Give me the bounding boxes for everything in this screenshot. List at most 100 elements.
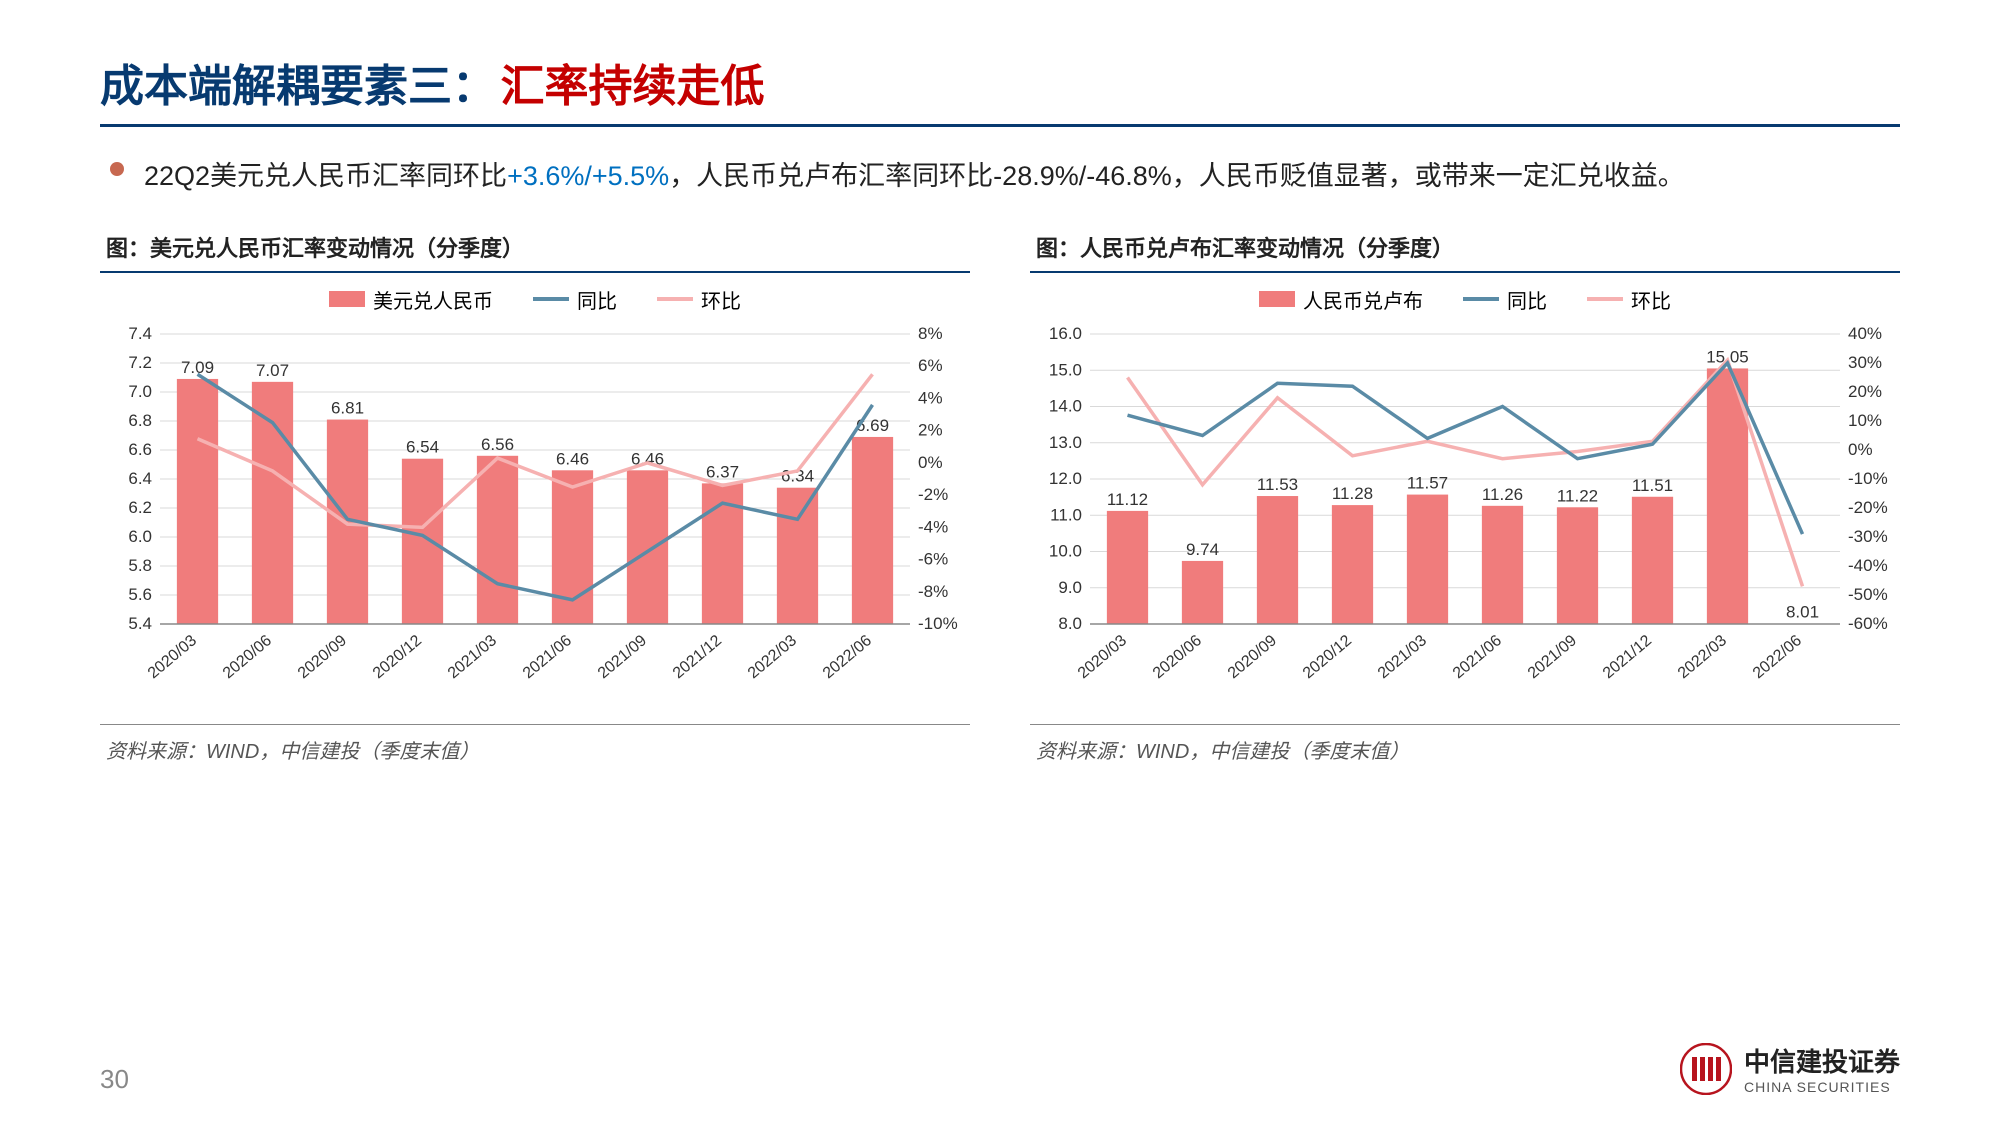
svg-text:11.12: 11.12 [1107,489,1148,508]
svg-text:2021/03: 2021/03 [445,632,500,682]
svg-text:7.0: 7.0 [128,382,152,401]
title-highlight: 汇率持续走低 [500,62,764,111]
svg-text:8.0: 8.0 [1058,614,1082,633]
charts-row: 图：美元兑人民币汇率变动情况（分季度） 美元兑人民币 同比 环比 5.4 5.6 5… [100,231,1900,764]
legend-line2-swatch [657,297,693,301]
svg-text:7.09: 7.09 [181,358,214,377]
chart-panel-left: 图：美元兑人民币汇率变动情况（分季度） 美元兑人民币 同比 环比 5.4 5.6 5… [100,231,970,764]
svg-text:4%: 4% [918,388,943,407]
svg-text:9.74: 9.74 [1186,540,1219,559]
brand-logo: 中信建投证券 CHINA SECURITIES [1680,1042,1900,1095]
svg-text:-10%: -10% [1848,469,1888,488]
svg-text:-2%: -2% [918,485,948,504]
svg-text:2021/09: 2021/09 [1525,632,1580,682]
legend-line1: 同比 [533,285,617,314]
svg-text:-50%: -50% [1848,585,1888,604]
svg-text:6%: 6% [918,356,943,375]
svg-text:6.8: 6.8 [128,411,152,430]
chart-left-svg: 5.45.65.86.06.26.46.66.87.07.27.4-10%-8%… [100,324,970,704]
legend-bar-swatch [1259,291,1295,307]
legend-line1-label: 同比 [1507,285,1547,314]
svg-text:6.37: 6.37 [706,462,739,481]
svg-text:2%: 2% [918,420,943,439]
svg-text:2020/12: 2020/12 [370,632,425,682]
legend-line1-label: 同比 [577,285,617,314]
svg-text:2020/06: 2020/06 [1150,632,1205,682]
svg-text:-10%: -10% [918,614,958,633]
svg-text:6.6: 6.6 [128,440,152,459]
legend-bar: 人民币兑卢布 [1259,285,1423,314]
svg-text:5.8: 5.8 [128,556,152,575]
svg-text:2021/03: 2021/03 [1375,632,1430,682]
svg-text:-60%: -60% [1848,614,1888,633]
brand-name-cn: 中信建投证券 [1744,1042,1900,1079]
legend-bar-swatch [329,291,365,307]
svg-text:2021/06: 2021/06 [1450,632,1505,682]
bullet-part-a: 22Q2美元兑人民币汇率同环比 [144,161,507,191]
svg-text:12.0: 12.0 [1049,469,1082,488]
page-number: 30 [100,1064,129,1095]
svg-text:14.0: 14.0 [1049,396,1082,415]
svg-text:30%: 30% [1848,353,1882,372]
svg-text:6.46: 6.46 [556,449,589,468]
svg-text:11.28: 11.28 [1332,484,1373,503]
svg-text:7.07: 7.07 [256,360,289,379]
svg-text:8.01: 8.01 [1786,602,1819,621]
legend-line1-swatch [533,297,569,301]
footer: 30 中信建投证券 CHINA SECURITIES [100,1042,1900,1095]
chart-right-source: 资料来源：WIND，中信建投（季度末值） [1030,724,1900,764]
svg-text:-40%: -40% [1848,556,1888,575]
chart-left-title: 图：美元兑人民币汇率变动情况（分季度） [100,231,970,263]
svg-text:2020/03: 2020/03 [145,632,200,682]
svg-text:11.26: 11.26 [1482,484,1523,503]
svg-text:15.0: 15.0 [1049,360,1082,379]
legend-line2-label: 环比 [701,285,741,314]
legend-line1-swatch [1463,297,1499,301]
bullet-item: 22Q2美元兑人民币汇率同环比+3.6%/+5.5%，人民币兑卢布汇率同环比-2… [110,152,1900,201]
svg-text:10%: 10% [1848,411,1882,430]
title-underline [100,124,1900,127]
svg-text:-20%: -20% [1848,498,1888,517]
svg-text:-8%: -8% [918,581,948,600]
svg-text:5.4: 5.4 [128,614,152,633]
svg-text:2020/12: 2020/12 [1300,632,1355,682]
chart-right-svg: 8.09.010.011.012.013.014.015.016.0-60%-5… [1030,324,1900,704]
chart-right-legend: 人民币兑卢布 同比 环比 [1030,285,1900,314]
legend-line2: 环比 [1587,285,1671,314]
bullet-text: 22Q2美元兑人民币汇率同环比+3.6%/+5.5%，人民币兑卢布汇率同环比-2… [144,152,1685,201]
svg-text:2020/03: 2020/03 [1075,632,1130,682]
svg-text:-4%: -4% [918,517,948,536]
svg-text:-30%: -30% [1848,527,1888,546]
svg-text:2020/09: 2020/09 [295,632,350,682]
svg-text:-6%: -6% [918,549,948,568]
svg-text:13.0: 13.0 [1049,432,1082,451]
svg-text:10.0: 10.0 [1049,541,1082,560]
svg-text:2022/03: 2022/03 [745,632,800,682]
chart-left-legend: 美元兑人民币 同比 环比 [100,285,970,314]
legend-bar: 美元兑人民币 [329,285,493,314]
bullet-dot-icon [110,162,124,176]
svg-text:0%: 0% [1848,440,1873,459]
svg-text:2022/06: 2022/06 [820,632,875,682]
svg-text:5.6: 5.6 [128,585,152,604]
legend-bar-label: 美元兑人民币 [373,285,493,314]
chart-left-source: 资料来源：WIND，中信建投（季度末值） [100,724,970,764]
slide-title: 成本端解耦要素三： 汇率持续走低 [100,50,1900,127]
svg-text:11.0: 11.0 [1050,505,1082,524]
brand-icon [1680,1043,1732,1095]
legend-bar-label: 人民币兑卢布 [1303,285,1423,314]
svg-text:2022/03: 2022/03 [1675,632,1730,682]
svg-text:2022/06: 2022/06 [1750,632,1805,682]
legend-line2-swatch [1587,297,1623,301]
svg-text:6.56: 6.56 [481,434,514,453]
brand-name-en: CHINA SECURITIES [1744,1079,1900,1095]
svg-text:2021/12: 2021/12 [1600,632,1655,682]
svg-text:6.2: 6.2 [128,498,152,517]
svg-text:6.54: 6.54 [406,437,439,456]
svg-text:11.57: 11.57 [1407,473,1448,492]
svg-text:0%: 0% [918,452,943,471]
svg-text:9.0: 9.0 [1058,577,1082,596]
svg-text:7.4: 7.4 [128,324,152,343]
svg-text:11.22: 11.22 [1557,486,1598,505]
svg-text:2020/09: 2020/09 [1225,632,1280,682]
